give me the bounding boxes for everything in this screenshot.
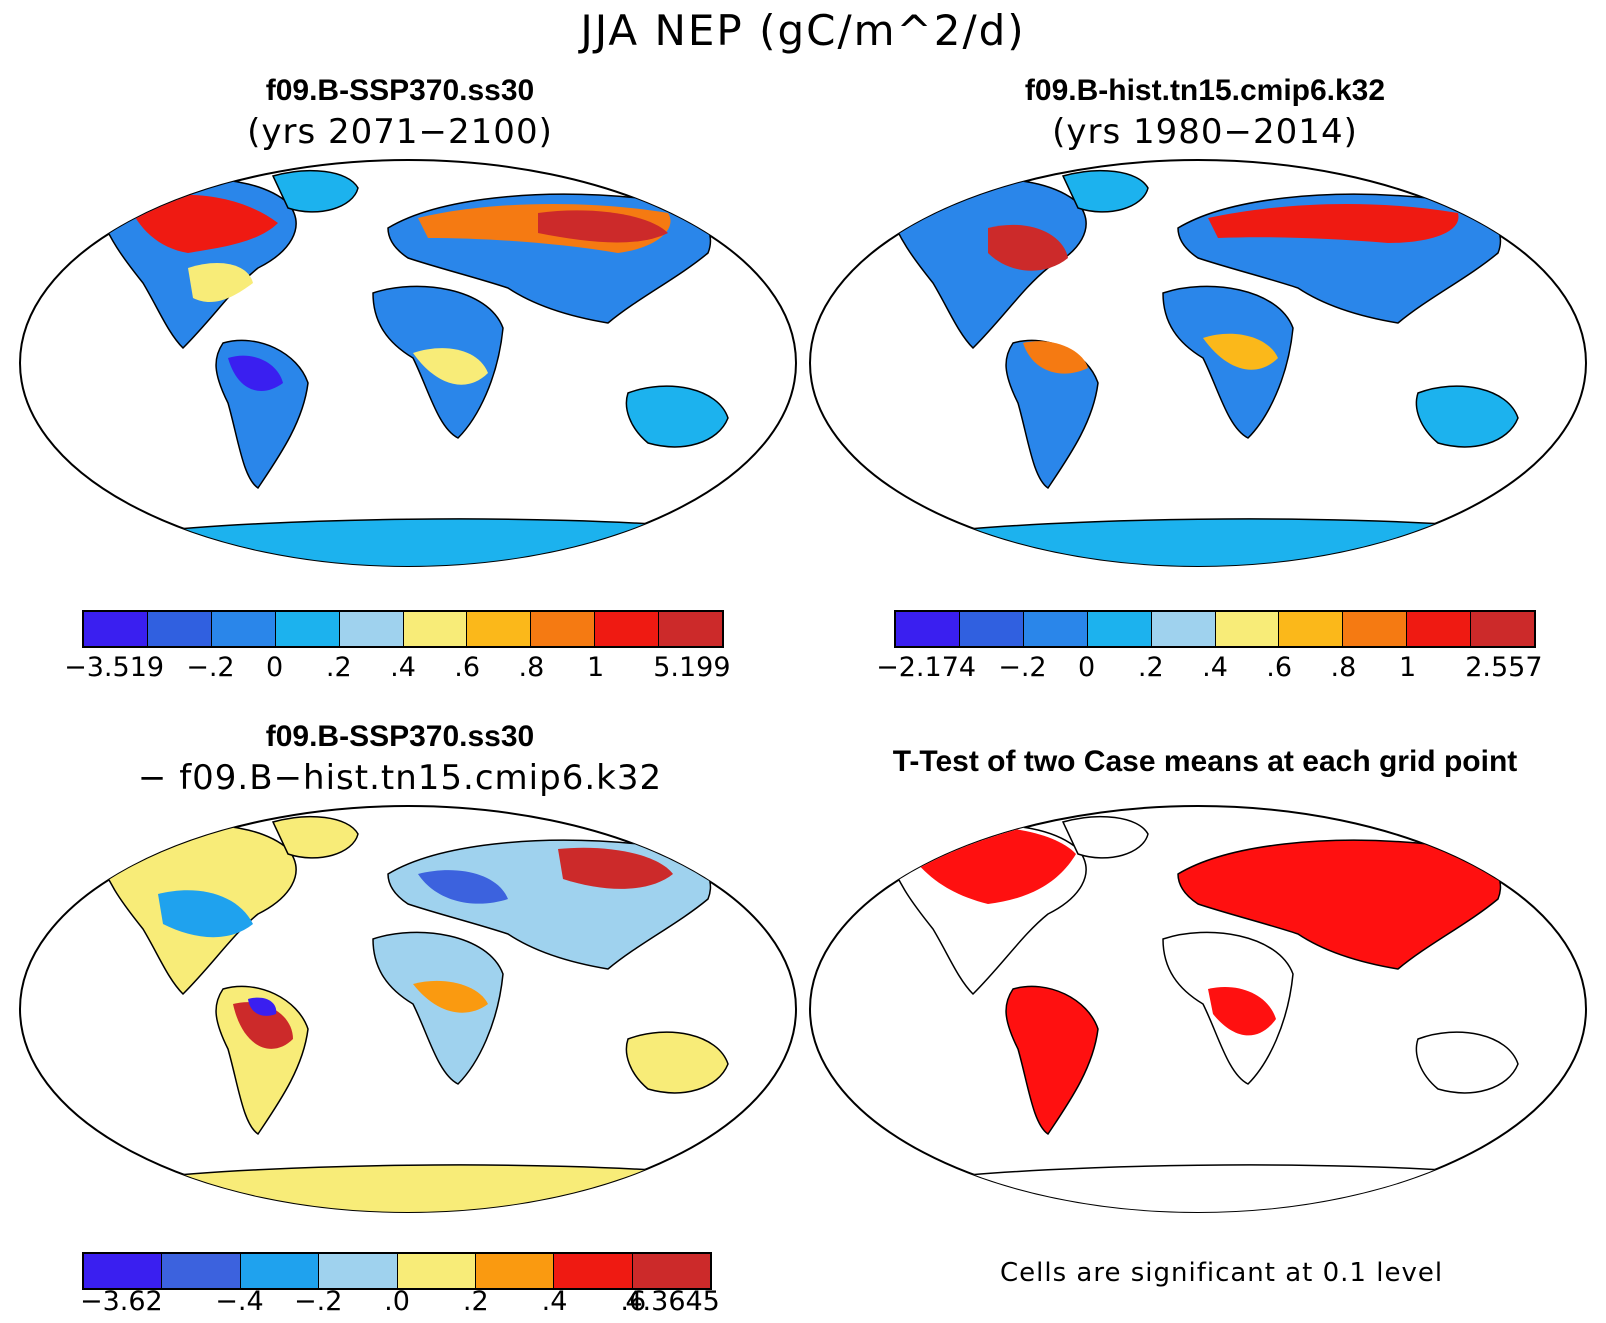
colorbar-tick-label: .6: [1266, 652, 1293, 683]
colorbar-swatch: [467, 612, 532, 646]
map-hist: [809, 159, 1587, 567]
colorbar-swatch: [1407, 612, 1472, 646]
colorbar-tick-label: 1: [1399, 652, 1417, 683]
colorbar-swatch: [554, 1254, 633, 1288]
colorbar-tick-label: .6: [454, 652, 481, 683]
panel-title-difference: f09.B-SSP370.ss30: [265, 720, 535, 753]
panel-subtitle-ssp370: (yrs 2071−2100): [247, 112, 553, 152]
colorbar-tick-label: .8: [1330, 652, 1357, 683]
colorbar-swatch: [240, 1254, 320, 1288]
colorbar-swatch: [84, 1254, 163, 1288]
colorbar-tick-label: 0: [1078, 652, 1096, 683]
colorbar-tick-label: −.2: [294, 1286, 343, 1317]
figure-title: JJA NEP (gC/m^2/d): [580, 6, 1026, 55]
colorbar-tick-label: .4: [390, 652, 416, 683]
colorbar-swatch: [319, 1254, 398, 1288]
significance-note: Cells are significant at 0.1 level: [1000, 1258, 1444, 1288]
colorbar-tick-label: .6: [620, 1286, 647, 1317]
colorbar-swatch: [475, 1254, 555, 1288]
colorbar-swatch: [632, 1254, 710, 1288]
colorbar-hist: [894, 610, 1536, 648]
colorbar-swatch: [1343, 612, 1408, 646]
colorbar-tick-label: 5.199: [653, 652, 731, 683]
colorbar-swatch: [1023, 612, 1088, 646]
colorbar-tick-label: 1: [587, 652, 605, 683]
colorbar-tick-label: −2.174: [876, 652, 977, 683]
colorbar-tick-label: .4: [1202, 652, 1228, 683]
colorbar-swatch: [1151, 612, 1216, 646]
panel-title-ttest: T-Test of two Case means at each grid po…: [892, 745, 1518, 778]
colorbar-swatch: [397, 1254, 476, 1288]
map-ssp370: [19, 159, 797, 567]
colorbar-swatch: [275, 612, 340, 646]
colorbar-swatch: [403, 612, 468, 646]
colorbar-tick-label: 4.3645: [625, 1286, 720, 1317]
colorbar-difference-labels: −3.62 −.4 −.2 .0 .2 .4 .6 4.3645: [80, 1286, 720, 1320]
colorbar-tick-label: −.2: [186, 652, 235, 683]
colorbar-tick-label: −3.62: [80, 1286, 163, 1317]
antarctica: [137, 518, 709, 566]
colorbar-swatch: [211, 612, 276, 646]
colorbar-tick-label: −3.519: [64, 652, 165, 683]
colorbar-swatch: [1279, 612, 1344, 646]
colorbar-swatch: [595, 612, 660, 646]
colorbar-tick-label: 2.557: [1465, 652, 1543, 683]
colorbar-tick-label: .2: [1137, 652, 1164, 683]
colorbar-swatch: [84, 612, 148, 646]
map-ttest: [809, 805, 1587, 1213]
colorbar-tick-label: .8: [518, 652, 545, 683]
colorbar-swatch: [531, 612, 596, 646]
colorbar-tick-label: −.2: [998, 652, 1047, 683]
colorbar-tick-label: 0: [266, 652, 284, 683]
colorbar-swatch: [659, 612, 723, 646]
colorbar-tick-label: .0: [384, 1286, 410, 1317]
panel-title-ssp370: f09.B-SSP370.ss30: [265, 74, 535, 107]
colorbar-swatch: [162, 1254, 241, 1288]
colorbar-hist-labels: −2.174 −.2 0 .2 .4 .6 .8 1 2.557: [876, 652, 1542, 686]
panel-title-hist: f09.B-hist.tn15.cmip6.k32: [1024, 74, 1386, 107]
greenland: [271, 169, 359, 213]
colorbar-swatch: [959, 612, 1024, 646]
colorbar-tick-label: −.4: [215, 1286, 264, 1317]
colorbar-swatch: [1471, 612, 1535, 646]
colorbar-tick-label: .4: [541, 1286, 568, 1317]
colorbar-swatch: [1087, 612, 1152, 646]
australia: [625, 385, 729, 448]
colorbar-swatch: [1215, 612, 1280, 646]
colorbar-swatch: [339, 612, 404, 646]
colorbar-ssp370: [82, 610, 724, 648]
panel-subtitle-difference: − f09.B−hist.tn15.cmip6.k32: [137, 758, 663, 798]
colorbar-swatch: [147, 612, 212, 646]
panel-subtitle-hist: (yrs 1980−2014): [1052, 112, 1358, 152]
colorbar-difference: [82, 1252, 712, 1290]
colorbar-swatch: [896, 612, 960, 646]
colorbar-tick-label: .2: [462, 1286, 489, 1317]
colorbar-tick-label: .2: [325, 652, 352, 683]
colorbar-ssp370-labels: −3.519 −.2 0 .2 .4 .6 .8 1 5.199: [64, 652, 730, 686]
map-difference: [19, 805, 797, 1213]
